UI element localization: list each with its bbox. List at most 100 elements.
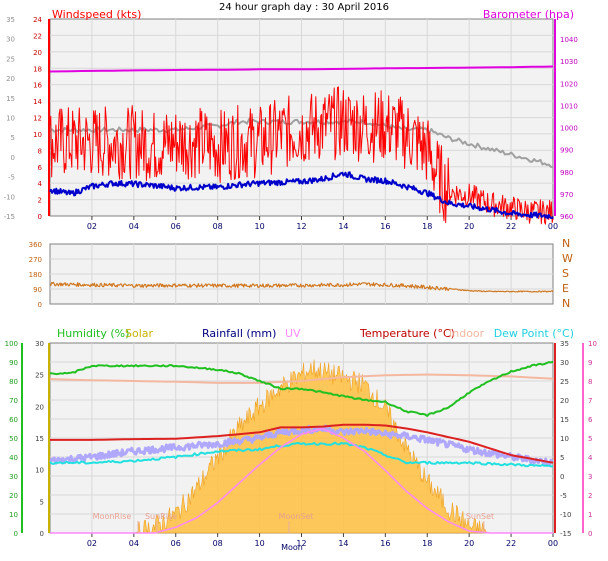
y-tick-label: 3 xyxy=(588,473,592,481)
x-tick-label: 10 xyxy=(254,539,264,548)
y-tick-label: 30 xyxy=(9,473,18,481)
temperature-axis: 35 30 25 20 15 10 5 0 -5 -10 -15 xyxy=(554,340,571,538)
x-tick-label: 18 xyxy=(422,539,432,548)
x-tick-label: 16 xyxy=(380,539,390,548)
climate-x-axis: 02 04 06 08 10 12 14 16 18 20 22 00 xyxy=(87,533,558,548)
x-tick-label: 00 xyxy=(548,539,558,548)
x-tick-label: 12 xyxy=(296,222,306,231)
barometer-line xyxy=(49,65,554,73)
y-tick-label: 180 xyxy=(29,271,42,279)
climate-series xyxy=(49,359,554,534)
y-tick-label: -15 xyxy=(560,530,571,538)
windspeed-line xyxy=(49,86,554,225)
y-tick-label: N xyxy=(562,297,570,310)
y-tick-label: 15 xyxy=(35,435,44,443)
y-tick-label: -15 xyxy=(4,213,15,221)
y-tick-label: 10 xyxy=(588,340,597,348)
x-tick-label: 22 xyxy=(506,539,516,548)
y-tick-label: 960 xyxy=(560,213,573,221)
y-tick-label: -10 xyxy=(4,193,15,201)
y-tick-label: 0 xyxy=(588,530,592,538)
chart-title: 24 hour graph day : 30 April 2016 xyxy=(219,2,389,13)
humidity-line xyxy=(49,360,554,417)
x-tick-label: 02 xyxy=(87,222,97,231)
direction-series xyxy=(49,281,554,293)
x-tick-label: 02 xyxy=(87,539,97,548)
y-tick-label: -10 xyxy=(560,511,571,519)
y-tick-label: 20 xyxy=(33,49,42,57)
y-tick-label: 22 xyxy=(33,32,42,40)
temperature-line xyxy=(50,423,554,464)
y-tick-label: 12 xyxy=(33,115,42,123)
y-tick-label: 90 xyxy=(9,359,18,367)
y-tick-label: 0 xyxy=(14,530,18,538)
direction-grid xyxy=(50,244,553,304)
x-tick-label: 22 xyxy=(506,222,516,231)
barometer-label: Barometer (hpa) xyxy=(483,8,574,21)
event-label: MoonSet xyxy=(279,512,314,521)
y-tick-label: 5 xyxy=(11,134,15,142)
y-tick-label: 35 xyxy=(6,16,15,24)
y-tick-label: 10 xyxy=(6,115,15,123)
windspeed-label: Windspeed (kts) xyxy=(52,8,141,21)
solar-label: Solar xyxy=(125,327,154,340)
y-tick-label: 0 xyxy=(38,213,42,221)
moon-phase-label: Moon xyxy=(281,543,303,552)
event-label: SunSet xyxy=(466,512,494,521)
direction-degrees-axis: 360 270 180 90 0 xyxy=(29,241,42,309)
y-tick-label: E xyxy=(562,282,569,295)
y-tick-label: 40 xyxy=(9,454,18,462)
wind-x-axis: 02 04 06 08 10 12 14 16 18 20 22 00 xyxy=(87,216,558,231)
y-tick-label: 7 xyxy=(588,397,592,405)
y-tick-label: 50 xyxy=(9,435,18,443)
x-tick-label: 04 xyxy=(129,222,139,231)
y-tick-label: 16 xyxy=(33,82,42,90)
y-tick-label: 9 xyxy=(588,359,592,367)
y-tick-label: N xyxy=(562,237,570,250)
y-tick-label: 18 xyxy=(33,65,42,73)
wind-series xyxy=(49,65,554,225)
x-tick-label: 18 xyxy=(422,222,432,231)
uv-line xyxy=(50,427,553,534)
x-tick-label: 14 xyxy=(338,222,348,231)
y-tick-label: 6 xyxy=(588,416,593,424)
y-tick-label: 5 xyxy=(588,435,592,443)
wind-y-outer-axis: 35 30 25 20 15 10 5 0 -5 -10 -15 xyxy=(4,16,15,221)
y-tick-label: 1 xyxy=(588,511,592,519)
y-tick-label: 2 xyxy=(38,197,42,205)
y-tick-label: 20 xyxy=(6,75,15,83)
event-label: SunRise xyxy=(145,512,177,521)
y-tick-label: 360 xyxy=(29,241,42,249)
uv-label: UV xyxy=(285,327,301,340)
y-tick-label: 14 xyxy=(33,98,42,106)
indoor-temperature-line xyxy=(49,373,554,384)
y-tick-label: 0 xyxy=(11,154,15,162)
y-tick-label: 0 xyxy=(40,530,44,538)
y-tick-label: 100 xyxy=(5,340,18,348)
y-tick-label: 1030 xyxy=(560,58,578,66)
y-tick-label: S xyxy=(562,267,569,280)
y-tick-label: 10 xyxy=(560,435,569,443)
climate-legend: Humidity (%) Solar Rainfall (mm) UV Temp… xyxy=(57,327,574,340)
x-tick-label: 06 xyxy=(171,539,181,548)
y-tick-label: 24 xyxy=(33,16,42,24)
y-tick-label: 8 xyxy=(588,378,592,386)
y-tick-label: 25 xyxy=(6,55,15,63)
rainfall-label: Rainfall (mm) xyxy=(202,327,276,340)
wind-panel: Windspeed (kts) Barometer (hpa) 35302520… xyxy=(4,8,578,231)
y-tick-label: 25 xyxy=(560,378,569,386)
x-tick-label: 16 xyxy=(380,222,390,231)
x-tick-label: 10 xyxy=(254,222,264,231)
y-tick-label: 4 xyxy=(38,180,43,188)
average-windspeed-line xyxy=(49,171,554,220)
indoor-label: Indoor xyxy=(449,327,485,340)
x-tick-label: 04 xyxy=(129,539,139,548)
y-tick-label: 2 xyxy=(588,492,592,500)
wind-direction-line xyxy=(49,281,554,293)
y-tick-label: 0 xyxy=(38,301,42,309)
sun-moon-events: MoonRise SunRise MoonSet SunSet Moon xyxy=(93,512,495,552)
